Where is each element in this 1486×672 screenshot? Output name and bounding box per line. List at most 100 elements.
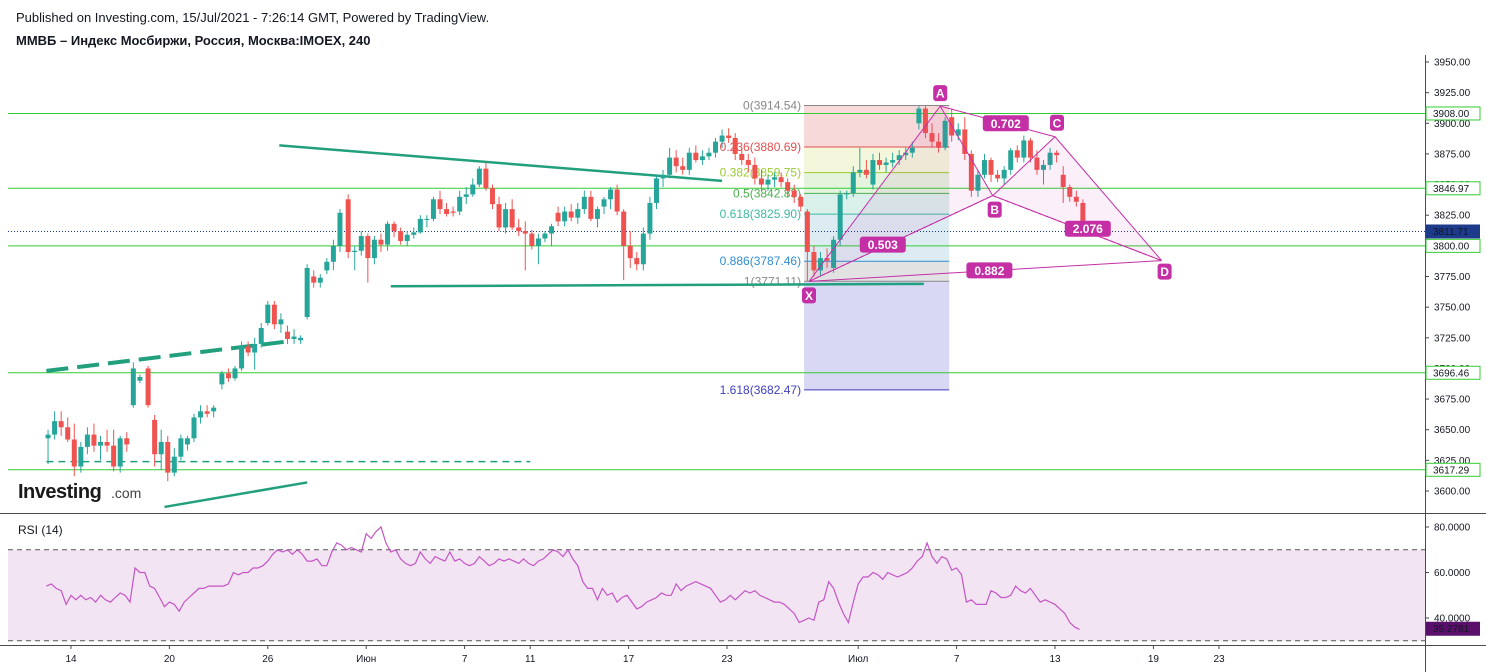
harmonic-bd-dashed xyxy=(992,195,1162,262)
harmonic-point-label: B xyxy=(990,203,999,217)
price-tick-label: 3825.00 xyxy=(1434,211,1471,222)
candle-body xyxy=(549,226,555,234)
candle-body xyxy=(284,331,290,340)
candle-body xyxy=(124,438,130,445)
candle-body xyxy=(614,189,620,212)
harmonic-point-label: C xyxy=(1053,116,1062,130)
candle-body xyxy=(1047,152,1053,165)
fib-zone xyxy=(804,281,950,390)
time-tick-label: 17 xyxy=(623,654,635,665)
harmonic-point-label: X xyxy=(805,289,813,303)
candle-body xyxy=(962,129,968,154)
fib-level-label: 0.886(3787.46) xyxy=(720,254,801,268)
harmonic-ratio-box xyxy=(982,115,1029,132)
candle-body xyxy=(588,196,594,219)
candle-body xyxy=(1027,140,1033,158)
trendline xyxy=(164,481,308,509)
harmonic-point-box xyxy=(1157,263,1172,280)
candle-body xyxy=(844,193,850,195)
candle-body xyxy=(594,209,600,219)
candle-body xyxy=(673,157,679,167)
candle-body xyxy=(1008,150,1014,170)
candle-body xyxy=(271,304,277,325)
candle-body xyxy=(1001,169,1007,179)
price-tick-label: 3950.00 xyxy=(1434,58,1471,69)
candle-body xyxy=(608,189,614,200)
candle-body xyxy=(581,196,587,210)
candle-body xyxy=(758,178,764,185)
candle-body xyxy=(291,336,297,340)
time-tick-label: 14 xyxy=(65,654,77,665)
candle-body xyxy=(870,160,876,185)
candle-body xyxy=(337,212,343,246)
candle-body xyxy=(152,419,158,455)
time-tick-label: 19 xyxy=(1148,654,1160,665)
price-pane[interactable]: 0(3914.54) 0.236(3880.69) 0.382(3859.75) 0.… xyxy=(8,85,1425,509)
candle-body xyxy=(178,438,184,457)
candle-body xyxy=(942,120,948,148)
candle-body xyxy=(686,152,692,170)
time-tick-label: 7 xyxy=(462,654,468,665)
price-tick-label: 3625.00 xyxy=(1434,456,1471,467)
candle-body xyxy=(745,160,751,165)
candle-body xyxy=(489,188,495,205)
candle-body xyxy=(726,135,732,138)
candle-body xyxy=(634,258,640,265)
harmonic-ratio-label: 0.882 xyxy=(974,264,1004,278)
candle-body xyxy=(601,199,607,207)
candle-body xyxy=(117,438,123,467)
candle-body xyxy=(317,277,323,283)
time-tick-label: 13 xyxy=(1049,654,1061,665)
candle-body xyxy=(1021,140,1027,158)
candle-body xyxy=(785,182,791,191)
price-tick-label: 3925.00 xyxy=(1434,88,1471,99)
candle-body xyxy=(184,438,190,445)
candle-body xyxy=(975,174,981,191)
fib-level-label: 0.236(3880.69) xyxy=(720,140,801,154)
candle-body xyxy=(52,421,58,435)
price-tick-label: 3775.00 xyxy=(1434,272,1471,283)
published-header: Published on Investing.com, 15/Jul/2021 … xyxy=(16,10,490,25)
candle-body xyxy=(345,199,351,252)
time-tick-label: 20 xyxy=(164,654,176,665)
candle-body xyxy=(936,141,942,148)
candle-body xyxy=(424,218,430,220)
harmonic-point-label: D xyxy=(1160,265,1169,279)
candle-body xyxy=(98,441,104,446)
candle-body xyxy=(568,211,574,218)
time-tick-label: 11 xyxy=(525,654,536,665)
candle-body xyxy=(798,196,804,207)
trendline xyxy=(46,339,288,373)
candle-body xyxy=(204,411,210,414)
rsi-tick-label: 80.0000 xyxy=(1434,523,1471,534)
time-tick-label: 26 xyxy=(262,654,274,665)
candle-body xyxy=(732,137,738,154)
rsi-last-box xyxy=(1426,621,1480,636)
candle-body xyxy=(476,168,482,185)
candle-body xyxy=(719,135,725,142)
rsi-pane[interactable] xyxy=(8,525,1425,642)
candle-body xyxy=(522,231,528,234)
price-tick-label: 3900.00 xyxy=(1434,119,1471,130)
price-tick-label: 3675.00 xyxy=(1434,395,1471,406)
candle-body xyxy=(739,153,745,161)
candle-body xyxy=(91,434,97,446)
candle-body xyxy=(1060,174,1066,188)
candle-body xyxy=(130,368,136,406)
candle-body xyxy=(198,411,204,418)
trendline xyxy=(279,144,723,183)
candle-body xyxy=(863,169,869,175)
candle-body xyxy=(358,236,364,251)
candle-body xyxy=(430,199,436,219)
harmonic-point-box xyxy=(987,201,1002,218)
candle-body xyxy=(104,441,110,446)
candle-body xyxy=(239,346,245,369)
candle-body xyxy=(693,152,699,161)
candle-body xyxy=(191,417,197,439)
candle-body xyxy=(457,196,463,212)
time-tick-label: Июл xyxy=(848,654,868,665)
candle-body xyxy=(298,337,304,341)
candle-body xyxy=(883,162,889,165)
candle-body xyxy=(791,190,797,197)
